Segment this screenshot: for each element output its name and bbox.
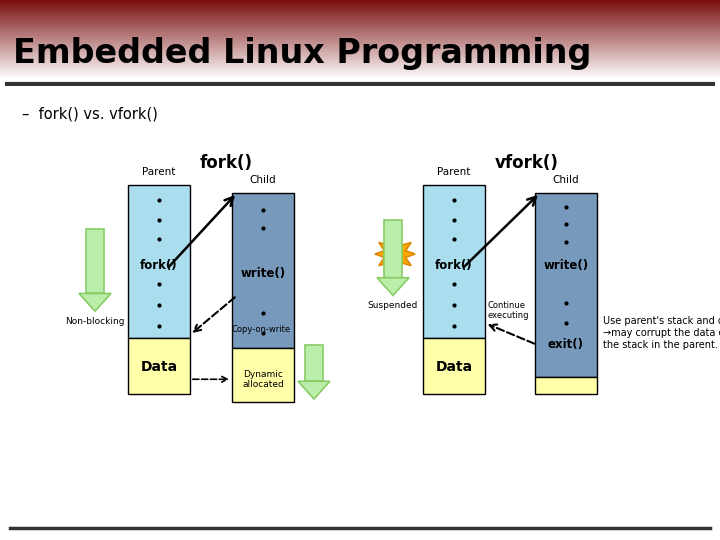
Bar: [86, 230, 104, 293]
Text: vfork(): vfork(): [495, 154, 559, 172]
Bar: [0, 61, 720, 63]
Polygon shape: [79, 293, 111, 311]
Bar: [0, 5, 720, 6]
Text: Data: Data: [436, 360, 472, 374]
Bar: [0, 59, 720, 60]
Bar: [0, 36, 720, 37]
Bar: [535, 193, 597, 377]
Bar: [0, 52, 720, 53]
Text: fork(): fork(): [200, 154, 253, 172]
Text: Copy-on-write: Copy-on-write: [231, 325, 290, 334]
Bar: [0, 26, 720, 28]
Bar: [0, 33, 720, 35]
Bar: [0, 76, 720, 77]
Text: Non-blocking: Non-blocking: [66, 317, 125, 326]
Bar: [0, 48, 720, 49]
Bar: [0, 11, 720, 12]
Bar: [0, 35, 720, 36]
Polygon shape: [298, 381, 330, 399]
Text: Parent: Parent: [437, 167, 471, 177]
Bar: [0, 15, 720, 16]
Text: Continue
executing: Continue executing: [487, 301, 528, 320]
Bar: [0, 66, 720, 68]
Bar: [0, 9, 720, 11]
Bar: [0, 24, 720, 25]
Bar: [0, 51, 720, 52]
Bar: [0, 28, 720, 29]
Bar: [0, 65, 720, 66]
Bar: [0, 69, 720, 71]
Bar: [0, 8, 720, 9]
Bar: [0, 43, 720, 44]
Bar: [0, 32, 720, 33]
Bar: [232, 348, 294, 402]
Bar: [128, 185, 190, 338]
Bar: [423, 338, 485, 394]
Text: Use parent's stack and data
→may corrupt the data or
the stack in the parent.: Use parent's stack and data →may corrupt…: [603, 316, 720, 349]
Polygon shape: [377, 278, 409, 295]
Bar: [0, 21, 720, 23]
Bar: [0, 40, 720, 41]
Bar: [232, 193, 294, 348]
Bar: [0, 39, 720, 40]
Bar: [0, 20, 720, 21]
Bar: [0, 1, 720, 3]
Bar: [0, 75, 720, 76]
Text: Embedded Linux Programming: Embedded Linux Programming: [13, 37, 591, 70]
Text: Data: Data: [140, 360, 178, 374]
Bar: [0, 4, 720, 5]
Text: Parent: Parent: [143, 167, 176, 177]
Bar: [0, 31, 720, 32]
Bar: [423, 185, 485, 338]
Bar: [384, 220, 402, 278]
Bar: [0, 46, 720, 48]
Polygon shape: [375, 235, 415, 273]
Bar: [0, 79, 720, 80]
Bar: [0, 14, 720, 15]
Text: Suspended: Suspended: [368, 301, 418, 310]
Bar: [0, 45, 720, 46]
Bar: [0, 49, 720, 51]
Bar: [0, 55, 720, 56]
Bar: [0, 73, 720, 75]
Bar: [0, 63, 720, 64]
Bar: [0, 77, 720, 79]
Text: fork(): fork(): [435, 259, 473, 272]
Bar: [535, 377, 597, 394]
Bar: [0, 57, 720, 59]
Bar: [0, 0, 720, 1]
Bar: [0, 17, 720, 19]
Bar: [0, 64, 720, 65]
Text: exit(): exit(): [548, 338, 584, 351]
Bar: [305, 345, 323, 381]
Bar: [0, 60, 720, 61]
Bar: [128, 338, 190, 394]
Bar: [0, 41, 720, 43]
Bar: [0, 56, 720, 57]
Bar: [0, 68, 720, 69]
Bar: [0, 37, 720, 39]
Text: Child: Child: [250, 175, 276, 185]
Bar: [0, 23, 720, 24]
Text: write(): write(): [544, 259, 588, 272]
Bar: [0, 12, 720, 14]
Bar: [0, 29, 720, 31]
Bar: [0, 72, 720, 73]
Bar: [0, 6, 720, 8]
Text: Dynamic
allocated: Dynamic allocated: [242, 369, 284, 389]
Text: Child: Child: [553, 175, 580, 185]
Bar: [0, 3, 720, 4]
Bar: [0, 16, 720, 17]
Bar: [0, 19, 720, 20]
Bar: [0, 25, 720, 26]
Bar: [0, 71, 720, 72]
Text: –  fork() vs. vfork(): – fork() vs. vfork(): [22, 106, 158, 121]
Text: fork(): fork(): [140, 259, 178, 272]
Bar: [0, 44, 720, 45]
Text: write(): write(): [240, 267, 286, 280]
Bar: [0, 53, 720, 55]
